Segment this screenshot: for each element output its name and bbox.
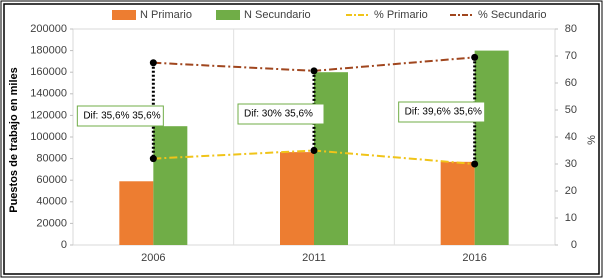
y2-tick-label: 0 xyxy=(571,239,577,251)
bar xyxy=(280,152,314,245)
callout-text: Dif: 39,6% 35,6% xyxy=(405,107,482,118)
y2-axis-label: % xyxy=(586,135,598,145)
y2-tick-label: 50 xyxy=(565,104,577,116)
y-tick-label: 20000 xyxy=(36,217,67,229)
y2-tick-label: 80 xyxy=(565,23,577,35)
x-tick-label: 2011 xyxy=(302,252,326,264)
y-tick-label: 140000 xyxy=(30,88,67,100)
point-marker xyxy=(149,155,157,163)
x-tick-label: 2016 xyxy=(462,252,486,264)
callout-text: Dif: 35,6% 35,6% xyxy=(83,111,160,122)
point-marker xyxy=(471,53,479,61)
bar xyxy=(119,181,154,245)
legend-label: % Secundario xyxy=(478,9,547,21)
y2-tick-label: 60 xyxy=(565,77,577,89)
y-tick-label: 80000 xyxy=(36,153,67,165)
point-marker xyxy=(310,147,318,154)
y-tick-label: 200000 xyxy=(30,23,67,35)
y2-tick-label: 30 xyxy=(565,158,577,170)
point-marker xyxy=(149,59,157,67)
y-tick-label: 100000 xyxy=(30,131,67,143)
y2-tick-label: 10 xyxy=(565,212,577,224)
y2-tick-label: 40 xyxy=(565,131,577,143)
y-tick-label: 180000 xyxy=(30,45,67,57)
callout-text: Dif: 30% 35,6% xyxy=(244,109,313,120)
y-tick-label: 0 xyxy=(61,239,67,251)
bar xyxy=(474,50,509,245)
y-tick-label: 60000 xyxy=(36,174,67,186)
bar xyxy=(440,161,475,245)
inner-frame xyxy=(3,3,600,275)
y-tick-label: 40000 xyxy=(36,196,67,208)
point-marker xyxy=(471,160,479,168)
legend-label: N Secundario xyxy=(244,9,311,21)
y2-tick-label: 70 xyxy=(565,50,577,62)
legend-label: % Primario xyxy=(374,9,428,21)
y-tick-label: 160000 xyxy=(30,66,67,78)
legend-swatch xyxy=(112,10,136,20)
y-tick-label: 120000 xyxy=(30,109,67,121)
bar xyxy=(153,126,188,245)
point-marker xyxy=(310,67,318,75)
y2-tick-label: 20 xyxy=(565,185,577,197)
legend-swatch xyxy=(216,10,240,20)
legend-label: N Primario xyxy=(140,9,192,21)
callout-box xyxy=(398,101,486,123)
callout-box xyxy=(76,105,164,127)
bar xyxy=(314,72,348,245)
callout-box xyxy=(237,103,325,125)
x-tick-label: 2006 xyxy=(141,252,165,264)
y-axis-label: Puestos de trabajo en miles xyxy=(8,67,20,213)
